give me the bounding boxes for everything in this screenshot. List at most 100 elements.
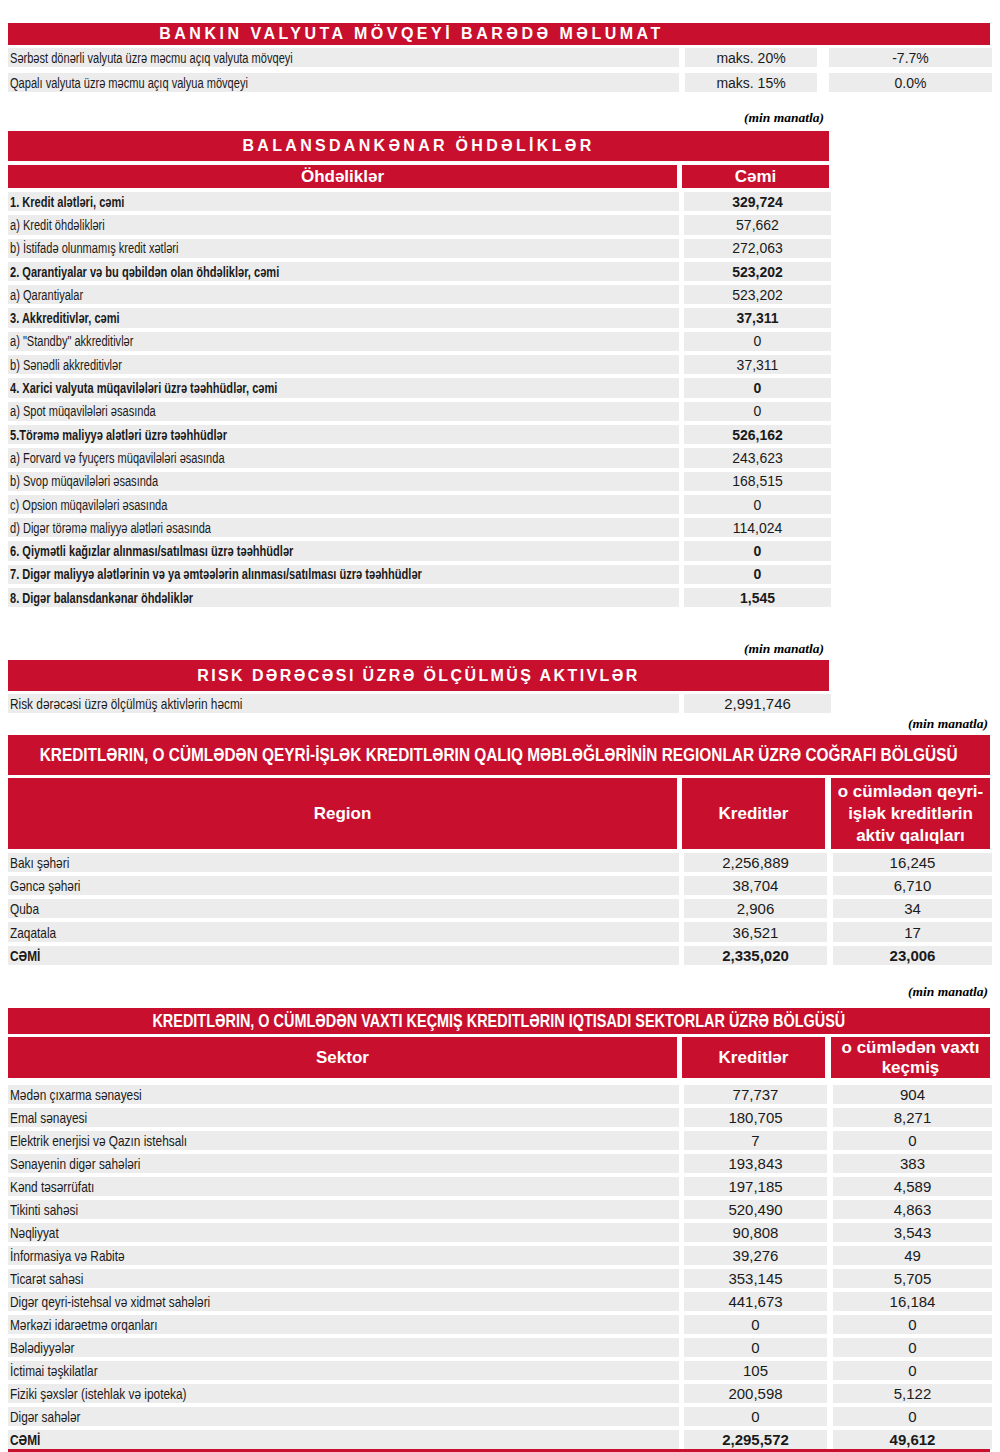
off-balance-row-label: a) Spot müqavilələri əsasında [8,402,679,421]
sectors-row: Sənayenin digər sahələri 193,843 383 [8,1154,992,1173]
sectors-row-label: Elektrik enerjisi və Qazın istehsalı [8,1131,679,1150]
regions-row-credits: 2,335,020 [684,946,827,965]
sectors-row-credits: 520,490 [684,1200,827,1219]
sectors-row-credits: 0 [684,1407,827,1426]
sectors-col-overdue: o cümlədən vaxtı keçmiş [831,1037,990,1078]
sectors-row-overdue: 383 [833,1154,992,1173]
off-balance-row: b) Sənədli akkreditivlər 37,311 [8,355,831,374]
regions-row-npl: 34 [833,899,992,918]
sectors-row: Mədən çıxarma sənayesi 77,737 904 [8,1085,992,1104]
off-balance-row: a) Kredit öhdəlikləri 57,662 [8,215,831,234]
off-balance-row-label: a) Qarantiyalar [8,285,679,304]
off-balance-row: 1. Kredit alətləri, cəmi 329,724 [8,192,831,211]
sectors-row: Emal sənayesi 180,705 8,271 [8,1108,992,1127]
sectors-row-overdue: 4,589 [833,1177,992,1196]
sectors-row-credits: 0 [684,1338,827,1357]
off-balance-title-bar: BALANSDANKƏNAR ÖHDƏLİKLƏR [8,131,829,161]
sectors-row-overdue: 0 [833,1338,992,1357]
sectors-row-label: Fiziki şəxslər (istehlak və ipoteka) [8,1384,679,1403]
regions-rows: Bakı şəhəri 2,256,889 16,245 Gəncə şəhər… [8,853,992,969]
regions-row-label: Zaqatala [8,922,679,941]
off-balance-row-label: 8. Digər balansdankənar öhdəliklər [8,588,679,607]
sectors-row-credits: 105 [684,1361,827,1380]
sectors-row-label: CƏMİ [8,1430,679,1449]
regions-title: KREDITLƏRIN, O CÜMLƏDƏN QEYRİ-İŞLƏK KRED… [40,744,958,766]
currency-row-value: 0.0% [829,73,992,92]
off-balance-row-value: 0 [684,495,831,514]
currency-position-title: BANKIN VALYUTA MÖVQEYİ BARƏDƏ MƏLUMAT [8,25,815,43]
off-balance-row: c) Opsion müqavilələri əsasında 0 [8,495,831,514]
sectors-row-credits: 197,185 [684,1177,827,1196]
regions-row: Zaqatala 36,521 17 [8,922,992,941]
currency-position-rows: Sərbəst dönərli valyuta üzrə məcmu açıq … [8,48,992,98]
regions-header: Region Kreditlər o cümlədən qeyri- işlək… [8,778,990,849]
sectors-row-overdue: 0 [833,1315,992,1334]
off-balance-row: 8. Digər balansdankənar öhdəliklər 1,545 [8,588,831,607]
off-balance-row-value: 0 [684,378,831,397]
currency-position-title-bar: BANKIN VALYUTA MÖVQEYİ BARƏDƏ MƏLUMAT [8,23,990,45]
sectors-row: Kənd təsərrüfatı 197,185 4,589 [8,1177,992,1196]
risk-assets-value: 2,991,746 [684,694,831,713]
sectors-col-credits: Kreditlər [682,1037,825,1078]
sectors-row: İnformasiya və Rabitə 39,276 49 [8,1246,992,1265]
regions-row: Gəncə şəhəri 38,704 6,710 [8,876,992,895]
sectors-row: Bələdiyyələr 0 0 [8,1338,992,1357]
sectors-row-credits: 200,598 [684,1384,827,1403]
unit-note-2: (min manatla) [8,641,824,657]
off-balance-row-value: 523,202 [684,262,831,281]
sectors-row-label: İctimai təşkilatlar [8,1361,679,1380]
sectors-row-overdue: 3,543 [833,1223,992,1242]
regions-row-credits: 2,906 [684,899,827,918]
regions-row: CƏMİ 2,335,020 23,006 [8,946,992,965]
currency-row-limit: maks. 20% [685,48,817,67]
risk-assets-title: RISK DƏRƏCƏSI ÜZRƏ ÖLÇÜLMÜŞ AKTIVLƏR [197,667,640,685]
off-balance-row-label: 6. Qiymətli kağızlar alınması/satılması … [8,541,679,560]
sectors-header: Sektor Kreditlər o cümlədən vaxtı keçmiş [8,1037,990,1078]
sectors-row-label: Tikinti sahəsi [8,1200,679,1219]
off-balance-row: 7. Digər maliyyə alətlərinin və ya əmtəə… [8,565,831,584]
sectors-title-bar: KREDITLƏRIN, O CÜMLƏDƏN VAXTI KEÇMIŞ KRE… [8,1008,990,1034]
sectors-row-label: Mərkəzi idarəetmə orqanları [8,1315,679,1334]
off-balance-row: 3. Akkreditivlər, cəmi 37,311 [8,308,831,327]
off-balance-row: b) İstifadə olunmamış kredit xətləri 272… [8,239,831,258]
off-balance-row-label: d) Digər törəmə maliyyə alətləri əsasınd… [8,518,679,537]
sectors-row-overdue: 904 [833,1085,992,1104]
off-balance-row: a) Spot müqavilələri əsasında 0 [8,402,831,421]
off-balance-row-value: 0 [684,541,831,560]
off-balance-row: a) Forvard və fyuçers müqavilələri əsası… [8,448,831,467]
sectors-row: Elektrik enerjisi və Qazın istehsalı 7 0 [8,1131,992,1150]
off-balance-row-value: 57,662 [684,215,831,234]
regions-col-npl: o cümlədən qeyri- işlək kreditlərin akti… [831,778,990,849]
currency-row-label: Sərbəst dönərli valyuta üzrə məcmu açıq … [8,48,679,67]
sectors-row: Digər qeyri-istehsal və xidmət sahələri … [8,1292,992,1311]
sectors-rows: Mədən çıxarma sənayesi 77,737 904 Emal s… [8,1085,992,1452]
off-balance-row-label: 7. Digər maliyyə alətlərinin və ya əmtəə… [8,565,679,584]
risk-assets-label: Risk dərəcəsi üzrə ölçülmüş aktivlərin h… [8,694,679,713]
regions-row-npl: 23,006 [833,946,992,965]
sectors-row-label: Digər qeyri-istehsal və xidmət sahələri [8,1292,679,1311]
off-balance-row-value: 0 [684,565,831,584]
sectors-row-overdue: 0 [833,1407,992,1426]
regions-row-label: Gəncə şəhəri [8,876,679,895]
off-balance-row-label: 2. Qarantiyalar və bu qəbildən olan öhdə… [8,262,679,281]
sectors-row-credits: 90,808 [684,1223,827,1242]
off-balance-col-total: Cəmi [682,165,829,188]
sectors-row-overdue: 49,612 [833,1430,992,1449]
risk-assets-row: Risk dərəcəsi üzrə ölçülmüş aktivlərin h… [8,694,831,713]
sectors-row-credits: 353,145 [684,1269,827,1288]
off-balance-row: 5.Törəmə maliyyə alətləri üzrə təəhhüdlə… [8,425,831,444]
off-balance-row-label: c) Opsion müqavilələri əsasında [8,495,679,514]
sectors-row: Tikinti sahəsi 520,490 4,863 [8,1200,992,1219]
off-balance-row: a) Qarantiyalar 523,202 [8,285,831,304]
unit-note-4: (min manatla) [8,984,988,1000]
sectors-row-credits: 7 [684,1131,827,1150]
currency-row: Qapalı valyuta üzrə məcmu açıq valyua mö… [8,73,992,92]
regions-row-credits: 36,521 [684,922,827,941]
off-balance-header: Öhdəliklər Cəmi [8,165,829,188]
off-balance-row-label: a) "Standby" akkreditivlər [8,332,679,351]
sectors-row-credits: 193,843 [684,1154,827,1173]
currency-row: Sərbəst dönərli valyuta üzrə məcmu açıq … [8,48,992,67]
off-balance-row: d) Digər törəmə maliyyə alətləri əsasınd… [8,518,831,537]
off-balance-row-label: 3. Akkreditivlər, cəmi [8,308,679,327]
regions-row-npl: 6,710 [833,876,992,895]
